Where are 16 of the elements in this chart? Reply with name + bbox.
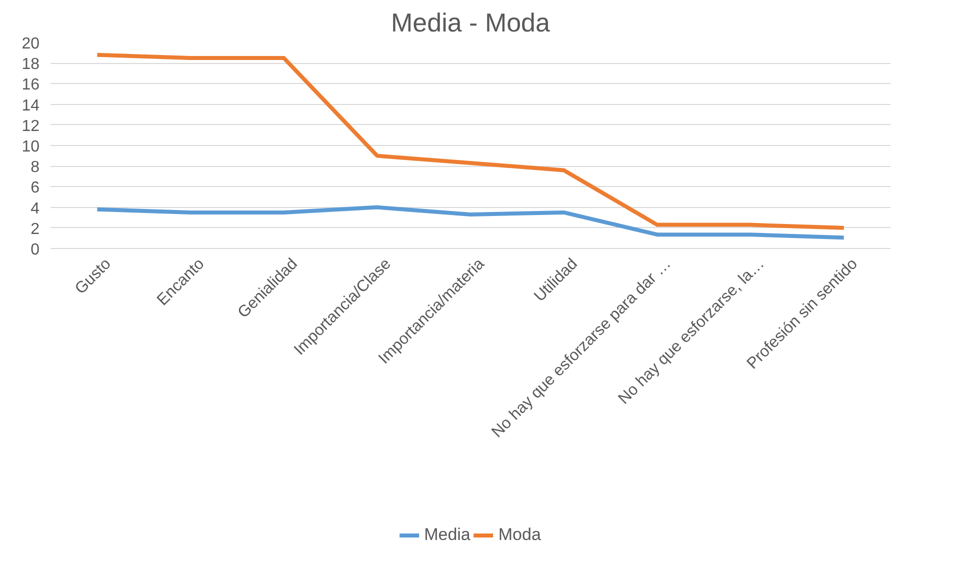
y-tick-label: 18: [22, 56, 40, 74]
y-tick-label: 16: [22, 76, 40, 94]
y-tick-label: 12: [22, 118, 40, 135]
y-tick-label: 4: [30, 200, 40, 218]
legend-label: Moda: [498, 525, 541, 545]
y-tick-label: 20: [22, 36, 40, 52]
y-tick-label: 0: [30, 242, 40, 258]
line-series: [95, 205, 846, 240]
y-tick-label: 2: [30, 220, 40, 238]
y-tick-label: 8: [30, 159, 40, 176]
y-tick-label: 6: [30, 180, 40, 197]
chart-title: Media - Moda: [391, 8, 551, 38]
legend-label: Media: [424, 525, 470, 545]
y-tick-label: 14: [22, 97, 40, 114]
y-tick-label: 10: [22, 138, 40, 156]
line-series: [95, 52, 846, 230]
